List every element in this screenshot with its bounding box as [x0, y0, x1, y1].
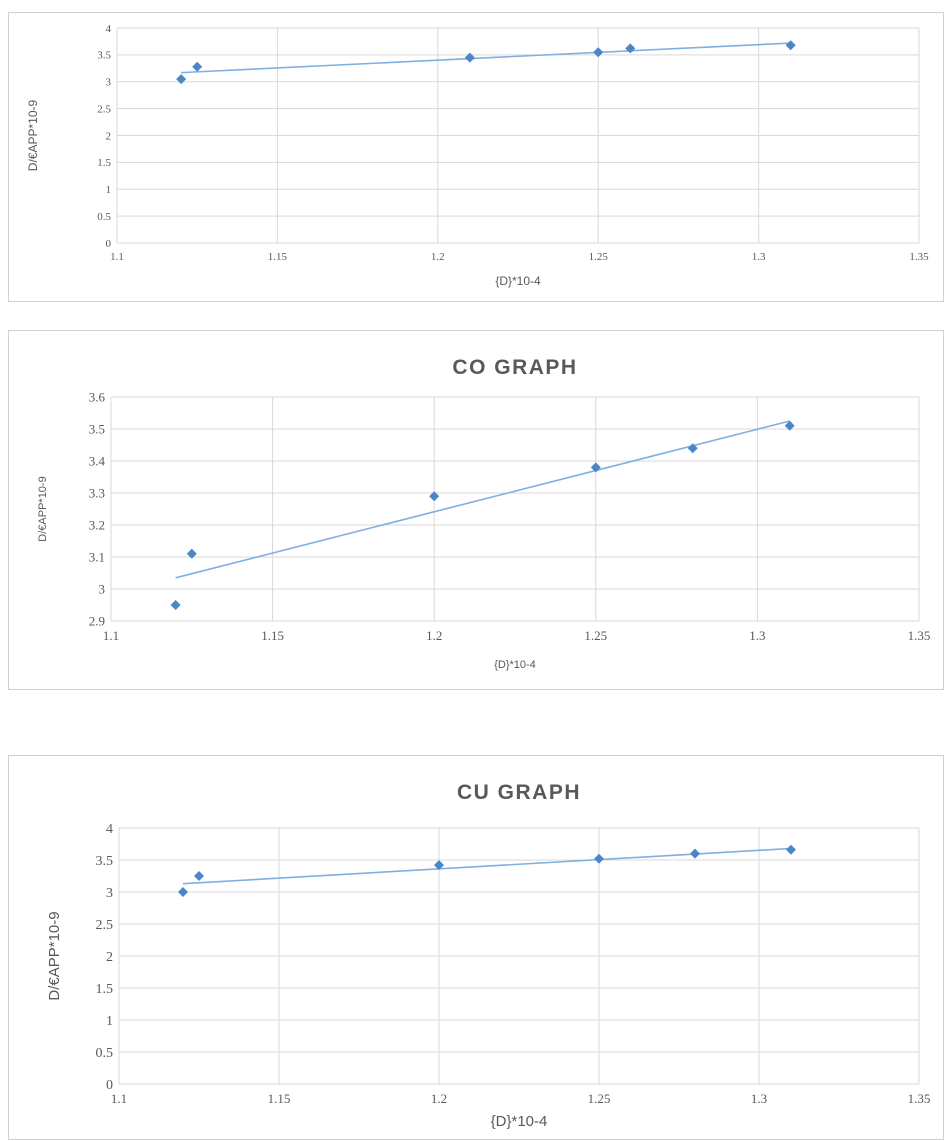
- chart-panel-1: 0 0.5 1 1.5 2 2.5 3 3.5 4 1.1 1.15 1.2 1.25 1.3 1.35 D/…: [8, 12, 944, 302]
- chart-cu-data-point: [690, 848, 700, 859]
- chart-cu-x-axis-label: {D}*10-4: [491, 1113, 548, 1130]
- chart-1-y-tick-label: 1.5: [97, 157, 111, 169]
- chart-1-x-tick-label: 1.25: [589, 251, 609, 263]
- chart-1-x-axis-label: {D}*10-4: [495, 274, 541, 288]
- chart-co-x-tick-label: 1.3: [749, 628, 765, 643]
- chart-co-y-tick-label: 2.9: [89, 614, 105, 629]
- chart-1-x-tick-label: 1.35: [909, 251, 929, 263]
- chart-cu-x-tick-label: 1.2: [431, 1091, 447, 1106]
- chart-1-y-tick-label: 0.5: [97, 211, 111, 223]
- chart-cu-x-tick-label: 1.3: [751, 1091, 767, 1106]
- chart-cu-y-tick-label: 0.5: [96, 1046, 114, 1061]
- chart-1-x-tick-label: 1.15: [268, 251, 288, 263]
- chart-1-y-tick-label: 3: [106, 77, 112, 89]
- chart-cu-data-point: [594, 853, 604, 864]
- chart-1-data-point: [176, 74, 187, 85]
- chart-co-x-tick-label: 1.25: [584, 628, 607, 643]
- chart-co-y-tick-label: 3.6: [89, 390, 106, 405]
- chart-co-y-tick-label: 3.1: [89, 550, 105, 565]
- chart-co-x-tick-label: 1.1: [103, 628, 119, 643]
- chart-cu-y-axis-label: D/€APP*10-9: [46, 911, 63, 1000]
- chart-cu-trendline: [182, 847, 792, 885]
- chart-co-x-tick-label: 1.15: [261, 628, 284, 643]
- chart-co-y-tick-label: 3.3: [89, 486, 105, 501]
- chart-co-y-tick-label: 3.2: [89, 518, 105, 533]
- chart-cu-y-tick-label: 0: [106, 1078, 113, 1093]
- chart-co-y-tick-label: 3.5: [89, 422, 105, 437]
- chart-co-title: CO GRAPH: [452, 356, 577, 379]
- chart-cu-y-tick-label: 4: [106, 822, 113, 837]
- chart-co-x-axis-label: {D}*10-4: [494, 659, 536, 671]
- chart-cu-data-point: [178, 887, 188, 897]
- chart-co-data-point: [687, 443, 698, 454]
- chart-1-y-tick-label: 1: [106, 184, 112, 196]
- chart-cu-data-point: [786, 844, 796, 855]
- chart-co-y-tick-label: 3.4: [89, 454, 106, 469]
- chart-cu-y-tick-label: 3: [106, 886, 113, 901]
- chart-co-trendline: [175, 420, 790, 579]
- chart-cu-title: CU GRAPH: [457, 781, 581, 804]
- chart-1-data-point: [192, 61, 203, 72]
- chart-cu-x-tick-label: 1.15: [268, 1091, 291, 1106]
- chart-cu-y-tick-label: 3.5: [96, 854, 114, 869]
- chart-1-y-tick-label: 3.5: [97, 50, 111, 62]
- chart-cu-x-tick-label: 1.35: [908, 1091, 931, 1106]
- chart-co-y-axis-label: D/€APP*10-9: [37, 476, 49, 541]
- chart-cu-y-tick-label: 1: [106, 1014, 113, 1029]
- chart-co-data-point: [170, 600, 181, 610]
- chart-co-x-tick-label: 1.2: [426, 628, 442, 643]
- chart-1-y-tick-label: 4: [106, 23, 112, 35]
- chart-cu-x-tick-label: 1.1: [111, 1091, 127, 1106]
- chart-1-data-point: [593, 47, 604, 58]
- chart-cu-y-tick-label: 2: [106, 950, 113, 965]
- chart-cu-y-tick-label: 2.5: [96, 918, 114, 933]
- chart-cu-x-tick-label: 1.25: [588, 1091, 611, 1106]
- chart-1-data-point: [785, 40, 796, 51]
- chart-panel-cu: CU GRAPH 0 0.5 1 1.5 2 2.5 3 3.5 4 1.1 1.15 1.2 1.25 1…: [8, 755, 944, 1140]
- chart-1-x-tick-label: 1.1: [110, 251, 124, 263]
- chart-cu-y-tick-label: 1.5: [96, 982, 114, 997]
- chart-1-data-point: [464, 52, 475, 63]
- chart-panel-co: CO GRAPH 2.9 3 3.1 3.2 3.3 3.4 3.5 3.6 1.1 1.15 1.2…: [8, 330, 944, 690]
- chart-1-y-tick-label: 2.5: [97, 103, 111, 115]
- chart-cu-data-point: [434, 860, 444, 871]
- chart-co-data-point: [429, 491, 440, 502]
- chart-co-y-tick-label: 3: [99, 582, 106, 597]
- chart-1-x-tick-label: 1.3: [752, 251, 766, 263]
- chart-co-svg: CO GRAPH 2.9 3 3.1 3.2 3.3 3.4 3.5 3.6 1.1 1.15 1.2…: [37, 356, 931, 671]
- chart-co-data-point: [784, 420, 795, 431]
- chart-1-svg: 0 0.5 1 1.5 2 2.5 3 3.5 4 1.1 1.15 1.2 1.25 1.3 1.35 D/…: [26, 23, 929, 288]
- chart-1-data-point: [625, 43, 636, 54]
- chart-1-y-tick-label: 0: [106, 238, 112, 250]
- chart-co-data-point: [186, 548, 197, 559]
- chart-1-y-tick-label: 2: [106, 130, 112, 142]
- chart-1-trendline: [181, 42, 791, 74]
- chart-1-y-axis-label: D/€APP*10-9: [26, 99, 40, 171]
- chart-1-x-tick-label: 1.2: [431, 251, 445, 263]
- chart-cu-svg: CU GRAPH 0 0.5 1 1.5 2 2.5 3 3.5 4 1.1 1.15 1.2 1.25 1…: [46, 781, 931, 1130]
- chart-co-x-tick-label: 1.35: [908, 628, 931, 643]
- chart-cu-data-point: [194, 871, 204, 881]
- chart-co-data-point: [590, 462, 601, 473]
